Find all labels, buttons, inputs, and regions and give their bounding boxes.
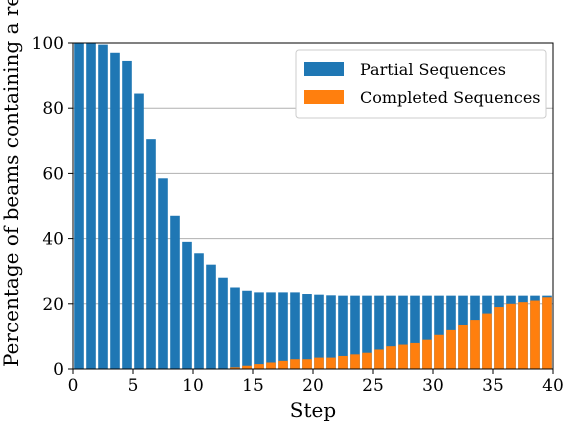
bar-completed-25 xyxy=(362,352,372,369)
bar-completed-32 xyxy=(446,329,456,369)
bars xyxy=(74,43,552,370)
bar-partial-12 xyxy=(206,264,216,369)
bar-partial-6 xyxy=(134,93,144,369)
bar-completed-23 xyxy=(338,355,348,369)
legend-swatch-partial xyxy=(304,62,344,76)
bar-completed-40 xyxy=(542,297,552,369)
legend: Partial Sequences Completed Sequences xyxy=(295,49,547,119)
x-tick-label-25: 25 xyxy=(362,376,384,396)
x-axis-label: Step xyxy=(290,398,336,422)
bar-partial-29 xyxy=(410,295,420,369)
bar-completed-16 xyxy=(254,364,264,369)
y-axis-label: Percentage of beams containing a referen… xyxy=(0,0,23,367)
x-tick-label-5: 5 xyxy=(128,376,139,396)
axis-ticks: 0 5 10 15 20 25 30 35 40 0 20 40 60 80 100 xyxy=(32,34,564,396)
bar-partial-24 xyxy=(350,295,360,369)
bar-completed-37 xyxy=(506,303,516,369)
bar-completed-33 xyxy=(458,324,468,369)
bar-completed-18 xyxy=(278,360,288,369)
bar-partial-13 xyxy=(218,277,228,369)
x-tick-label-20: 20 xyxy=(302,376,324,396)
bar-completed-34 xyxy=(470,320,480,369)
bar-partial-26 xyxy=(374,295,384,369)
bar-partial-5 xyxy=(122,60,132,370)
bar-completed-28 xyxy=(398,344,408,369)
bar-completed-24 xyxy=(350,354,360,369)
bar-completed-30 xyxy=(422,339,432,369)
bar-partial-4 xyxy=(110,52,120,369)
bar-partial-20 xyxy=(302,294,312,369)
bar-partial-21 xyxy=(314,294,324,369)
legend-label-partial: Partial Sequences xyxy=(360,60,506,79)
bar-partial-28 xyxy=(398,295,408,369)
bar-partial-30 xyxy=(422,295,432,369)
bar-partial-31 xyxy=(434,295,444,369)
bar-completed-27 xyxy=(386,346,396,369)
bar-partial-17 xyxy=(266,292,276,369)
bar-partial-9 xyxy=(170,215,180,369)
bar-partial-2 xyxy=(86,43,96,369)
bar-partial-19 xyxy=(290,292,300,369)
x-tick-label-0: 0 xyxy=(68,376,79,396)
bar-completed-35 xyxy=(482,313,492,369)
bar-completed-15 xyxy=(242,365,252,369)
bar-completed-20 xyxy=(302,359,312,369)
legend-swatch-completed xyxy=(304,90,344,104)
y-tick-label-60: 60 xyxy=(42,164,64,184)
bar-completed-26 xyxy=(374,349,384,369)
y-tick-label-80: 80 xyxy=(42,99,64,119)
bar-completed-29 xyxy=(410,342,420,369)
x-tick-label-30: 30 xyxy=(422,376,444,396)
bar-completed-17 xyxy=(266,362,276,369)
x-tick-label-35: 35 xyxy=(482,376,504,396)
bar-partial-23 xyxy=(338,295,348,369)
bar-partial-22 xyxy=(326,295,336,369)
bar-partial-14 xyxy=(230,287,240,369)
bar-partial-15 xyxy=(242,290,252,369)
y-tick-label-0: 0 xyxy=(53,360,64,380)
bar-completed-14 xyxy=(230,367,240,369)
bar-partial-3 xyxy=(98,44,108,369)
bar-completed-36 xyxy=(494,307,504,369)
bar-partial-16 xyxy=(254,292,264,369)
bar-partial-7 xyxy=(146,139,156,369)
bar-partial-25 xyxy=(362,295,372,369)
bar-completed-19 xyxy=(290,359,300,369)
bar-completed-22 xyxy=(326,357,336,369)
x-tick-label-40: 40 xyxy=(542,376,564,396)
y-tick-label-100: 100 xyxy=(32,34,64,54)
bar-partial-10 xyxy=(182,241,192,369)
y-tick-label-20: 20 xyxy=(42,295,64,315)
bar-partial-8 xyxy=(158,178,168,369)
x-tick-label-10: 10 xyxy=(182,376,204,396)
legend-box xyxy=(295,49,547,119)
x-tick-label-15: 15 xyxy=(242,376,264,396)
bar-partial-11 xyxy=(194,253,204,369)
bar-completed-38 xyxy=(518,302,528,369)
bar-partial-27 xyxy=(386,295,396,369)
bar-partial-18 xyxy=(278,292,288,369)
y-tick-label-40: 40 xyxy=(42,230,64,250)
bar-partial-1 xyxy=(74,43,84,369)
legend-label-completed: Completed Sequences xyxy=(360,88,541,107)
bar-completed-21 xyxy=(314,357,324,369)
bar-completed-39 xyxy=(530,300,540,369)
bar-completed-31 xyxy=(434,334,444,369)
